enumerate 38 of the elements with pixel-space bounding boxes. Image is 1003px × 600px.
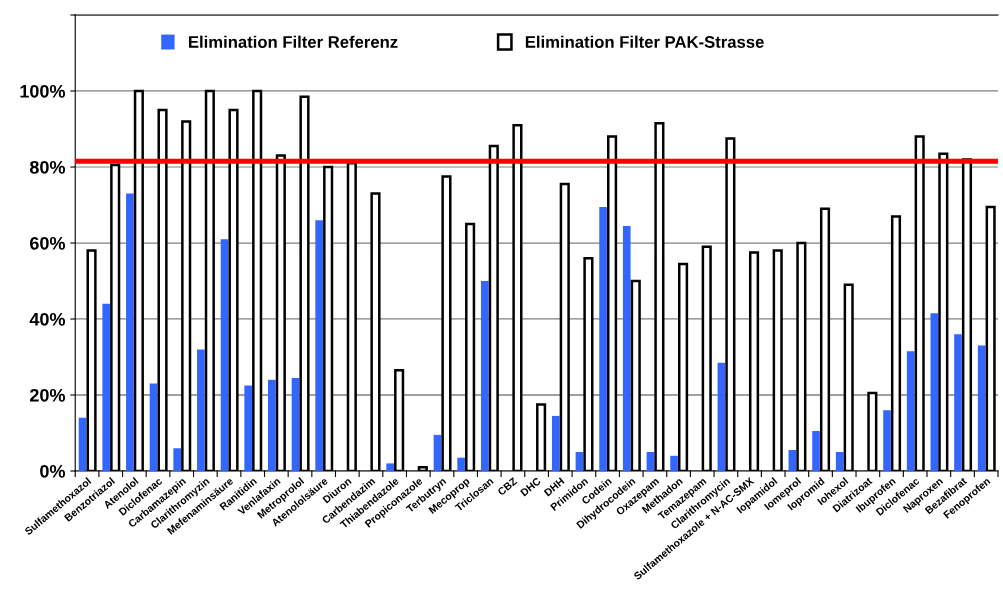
bar [930,313,939,471]
bar [835,452,844,471]
bar [315,220,323,471]
bar [906,351,915,471]
bar [812,431,820,471]
y-tick-label: 60% [30,236,66,250]
bar [149,383,158,471]
bar [386,463,394,471]
bar [717,362,726,471]
bar [457,457,465,471]
bar [220,239,229,471]
bar [102,303,111,471]
bar [883,410,891,471]
y-tick-label: 20% [29,388,66,402]
bar [954,334,962,471]
bar [291,377,300,471]
legend-label: Elimination Filter Referenz [189,35,398,48]
bar [268,379,276,471]
y-tick-label: 0% [40,464,66,478]
bar [977,345,986,471]
bar [551,415,560,471]
bar [575,452,584,471]
bar [126,193,134,471]
bar [173,448,182,471]
bar [480,281,489,471]
y-tick-label: 80% [29,160,66,174]
y-tick-label: 100% [20,84,66,98]
bar [197,349,205,471]
bar [433,434,442,471]
bar [244,385,252,471]
y-tick-label: 40% [29,312,66,326]
bar [788,450,797,471]
legend-label: Elimination Filter PAK-Strasse [525,35,764,48]
bar [622,225,631,471]
bar [646,452,655,471]
bar [670,455,678,471]
bar [599,206,607,471]
bar [78,417,87,471]
